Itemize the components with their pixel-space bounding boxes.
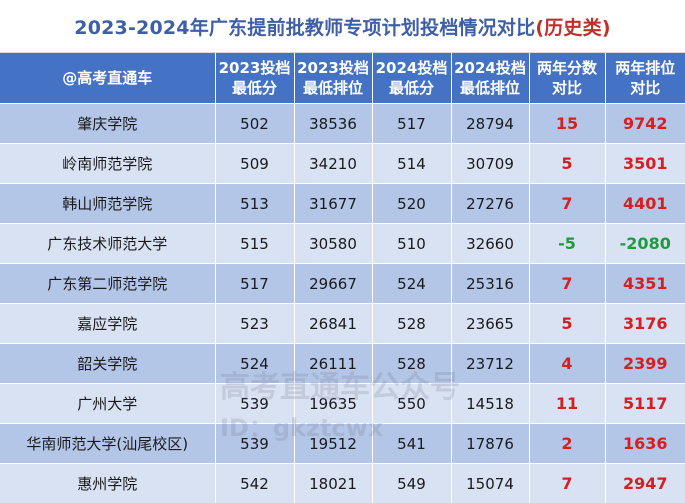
table-row: 嘉应学院 523 26841 528 23665 5 3176 xyxy=(0,303,685,344)
rank-diff: 3176 xyxy=(605,303,685,344)
table-row: 惠州学院 542 18021 549 15074 7 2947 xyxy=(0,463,685,503)
rank-2023: 29667 xyxy=(294,263,373,304)
table-row: 华南师范大学(汕尾校区) 539 19512 541 17876 2 1636 xyxy=(0,423,685,464)
rank-diff: -2080 xyxy=(605,223,685,264)
rank-diff: 2947 xyxy=(605,463,685,503)
header-score-diff: 两年分数 对比 xyxy=(529,53,606,104)
table-header-row: @高考直通车 2023投档 最低分 2023投档 最低排位 2024投档 最低分 20… xyxy=(0,53,685,104)
school-name: 广东技术师范大学 xyxy=(0,223,216,264)
table-row: 广东第二师范学院 517 29667 524 25316 7 4351 xyxy=(0,263,685,304)
header-rank-diff: 两年排位 对比 xyxy=(605,53,685,104)
score-2024: 524 xyxy=(372,263,452,304)
score-2024: 520 xyxy=(372,183,452,224)
header-rank-2024: 2024投档 最低排位 xyxy=(451,53,530,104)
rank-2023: 19512 xyxy=(294,423,373,464)
rank-2024: 25316 xyxy=(451,263,530,304)
score-diff: 7 xyxy=(529,183,606,224)
score-diff: 5 xyxy=(529,143,606,184)
rank-diff: 2399 xyxy=(605,343,685,384)
page-title: 2023-2024年广东提前批教师专项计划投档情况对比 (历史类) xyxy=(0,0,685,53)
school-name: 广州大学 xyxy=(0,383,216,424)
score-diff: -5 xyxy=(529,223,606,264)
rank-diff: 5117 xyxy=(605,383,685,424)
school-name: 韶关学院 xyxy=(0,343,216,384)
rank-2024: 30709 xyxy=(451,143,530,184)
score-2023: 509 xyxy=(215,143,295,184)
score-diff: 5 xyxy=(529,303,606,344)
rank-2024: 15074 xyxy=(451,463,530,503)
rank-diff: 4351 xyxy=(605,263,685,304)
rank-diff: 4401 xyxy=(605,183,685,224)
score-2023: 542 xyxy=(215,463,295,503)
rank-2024: 32660 xyxy=(451,223,530,264)
admission-table: @高考直通车 2023投档 最低分 2023投档 最低排位 2024投档 最低分 20… xyxy=(0,53,685,503)
rank-2024: 23665 xyxy=(451,303,530,344)
rank-2023: 18021 xyxy=(294,463,373,503)
school-name: 嘉应学院 xyxy=(0,303,216,344)
title-main: 2023-2024年广东提前批教师专项计划投档情况对比 xyxy=(74,16,536,39)
rank-2024: 27276 xyxy=(451,183,530,224)
header-score-2023: 2023投档 最低分 xyxy=(215,53,295,104)
score-diff: 4 xyxy=(529,343,606,384)
rank-2023: 19635 xyxy=(294,383,373,424)
score-2024: 528 xyxy=(372,343,452,384)
header-rank-2023: 2023投档 最低排位 xyxy=(294,53,373,104)
rank-2023: 26841 xyxy=(294,303,373,344)
score-diff: 2 xyxy=(529,423,606,464)
table-row: 韶关学院 524 26111 528 23712 4 2399 xyxy=(0,343,685,384)
score-2023: 515 xyxy=(215,223,295,264)
score-diff: 11 xyxy=(529,383,606,424)
rank-diff: 3501 xyxy=(605,143,685,184)
score-2023: 539 xyxy=(215,383,295,424)
score-2024: 510 xyxy=(372,223,452,264)
rank-2023: 26111 xyxy=(294,343,373,384)
score-2023: 502 xyxy=(215,103,295,144)
score-2023: 539 xyxy=(215,423,295,464)
rank-2023: 31677 xyxy=(294,183,373,224)
score-2024: 514 xyxy=(372,143,452,184)
score-2024: 549 xyxy=(372,463,452,503)
header-school: @高考直通车 xyxy=(0,53,216,104)
table-body: 肇庆学院 502 38536 517 28794 15 9742 岭南师范学院 509 34210… xyxy=(0,103,685,503)
score-2024: 528 xyxy=(372,303,452,344)
header-score-2024: 2024投档 最低分 xyxy=(372,53,452,104)
rank-2023: 38536 xyxy=(294,103,373,144)
score-2024: 517 xyxy=(372,103,452,144)
rank-diff: 1636 xyxy=(605,423,685,464)
score-2024: 541 xyxy=(372,423,452,464)
rank-diff: 9742 xyxy=(605,103,685,144)
title-tag: (历史类) xyxy=(535,16,611,39)
school-name: 惠州学院 xyxy=(0,463,216,503)
score-diff: 7 xyxy=(529,463,606,503)
school-name: 岭南师范学院 xyxy=(0,143,216,184)
score-2023: 523 xyxy=(215,303,295,344)
table-row: 韩山师范学院 513 31677 520 27276 7 4401 xyxy=(0,183,685,224)
rank-2024: 28794 xyxy=(451,103,530,144)
school-name: 韩山师范学院 xyxy=(0,183,216,224)
rank-2024: 23712 xyxy=(451,343,530,384)
table-row: 广东技术师范大学 515 30580 510 32660 -5 -2080 xyxy=(0,223,685,264)
score-diff: 7 xyxy=(529,263,606,304)
rank-2024: 17876 xyxy=(451,423,530,464)
score-2023: 517 xyxy=(215,263,295,304)
school-name: 肇庆学院 xyxy=(0,103,216,144)
rank-2024: 14518 xyxy=(451,383,530,424)
table-row: 肇庆学院 502 38536 517 28794 15 9742 xyxy=(0,103,685,144)
table-row: 岭南师范学院 509 34210 514 30709 5 3501 xyxy=(0,143,685,184)
school-name: 华南师范大学(汕尾校区) xyxy=(0,423,216,464)
rank-2023: 34210 xyxy=(294,143,373,184)
school-name: 广东第二师范学院 xyxy=(0,263,216,304)
rank-2023: 30580 xyxy=(294,223,373,264)
score-2023: 513 xyxy=(215,183,295,224)
score-2024: 550 xyxy=(372,383,452,424)
score-2023: 524 xyxy=(215,343,295,384)
score-diff: 15 xyxy=(529,103,606,144)
table-row: 广州大学 539 19635 550 14518 11 5117 xyxy=(0,383,685,424)
